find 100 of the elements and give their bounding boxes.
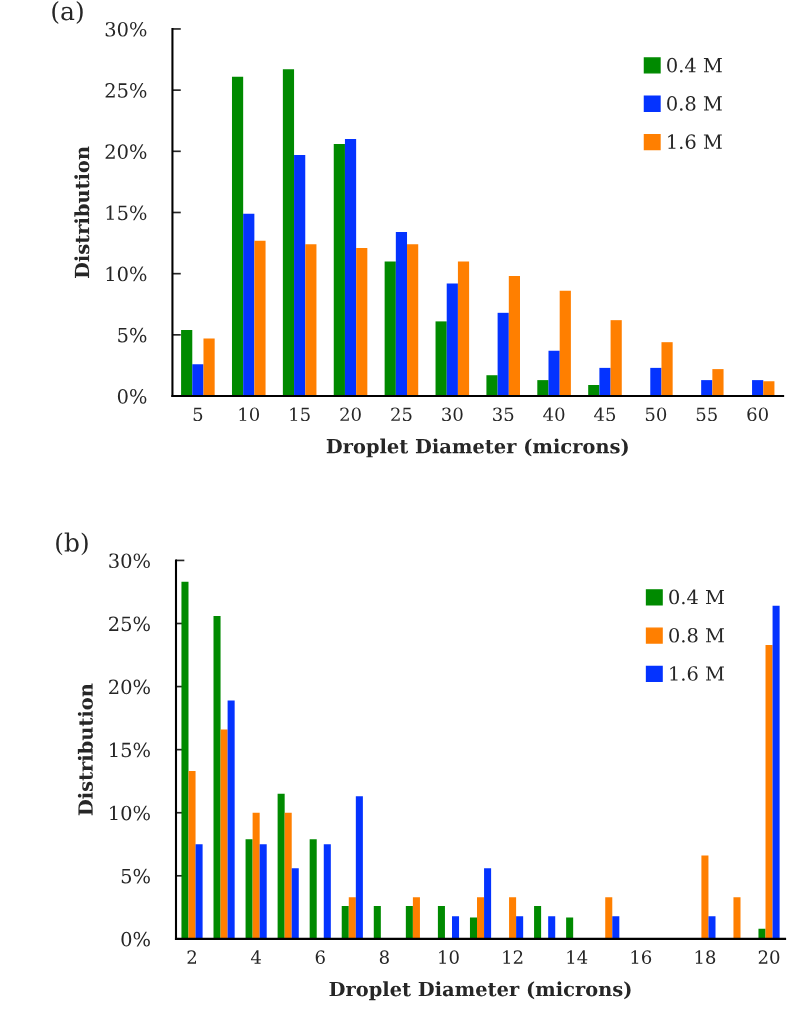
bar (733, 897, 741, 939)
y-tick-label: 25% (109, 616, 150, 632)
x-tick-label: 16 (631, 950, 652, 964)
bar (294, 154, 306, 397)
bar (457, 261, 470, 397)
x-tick-label: 40 (543, 407, 565, 422)
bar (356, 247, 368, 397)
bar (559, 290, 571, 397)
bar (333, 143, 345, 397)
y-tick-label: 30% (109, 553, 150, 569)
bar (181, 581, 189, 939)
bar (344, 139, 357, 397)
y-tick-label: 15% (110, 742, 150, 758)
x-tick-label: 20 (758, 950, 780, 964)
bar (254, 240, 266, 397)
x-tick-label: 12 (503, 950, 523, 964)
x-tick-label: 2 (187, 950, 196, 964)
bar (227, 700, 235, 939)
bar (282, 69, 295, 397)
bar (203, 338, 215, 397)
bar (452, 916, 460, 939)
x-tick-label: 4 (250, 950, 261, 964)
bar (407, 244, 419, 397)
bar (758, 928, 766, 939)
bar (605, 897, 613, 939)
bar (309, 839, 317, 939)
y-tick-label: 10% (106, 266, 147, 282)
y-tick-label: 20% (105, 144, 147, 159)
bar (701, 855, 709, 939)
bar (341, 906, 349, 939)
legend-label: 0.8 M (667, 96, 722, 111)
y-tick-label: 10% (110, 805, 150, 821)
y-tick-label: 25% (105, 83, 147, 98)
bar (708, 916, 716, 939)
bar (245, 839, 253, 939)
x-tick-label: 35 (493, 407, 514, 422)
bar (548, 916, 556, 939)
bar (277, 793, 285, 939)
x-tick-label: 30 (442, 407, 463, 422)
bar (284, 812, 292, 939)
bar (259, 844, 267, 939)
bar (765, 644, 773, 939)
bar (497, 312, 509, 397)
bar (508, 276, 520, 397)
bar (486, 375, 498, 397)
x-axis-title: Droplet Diameter (microns) (326, 438, 628, 458)
bar (220, 729, 228, 939)
y-axis-title: Distribution (74, 146, 90, 279)
bar (192, 364, 204, 397)
bar (548, 350, 560, 397)
bar (437, 906, 445, 939)
bar (181, 329, 193, 397)
bar (650, 367, 662, 397)
bar (566, 917, 574, 939)
legend-label: 0.4 M (667, 57, 722, 73)
legend-label: 1.6 M (670, 666, 724, 681)
y-tick-label: 0% (121, 931, 150, 947)
bar (534, 906, 542, 939)
bar (537, 380, 549, 397)
bar (516, 916, 524, 939)
bar (348, 897, 356, 939)
chart-title: (b) (56, 532, 88, 556)
bar (355, 796, 363, 939)
y-tick-label: 5% (121, 868, 150, 884)
bar (305, 244, 317, 397)
bar (712, 369, 724, 397)
legend-label: 1.6 M (668, 134, 722, 150)
x-tick-label: 14 (567, 950, 588, 964)
bar (772, 605, 780, 939)
bar (469, 917, 478, 939)
x-tick-label: 20 (340, 407, 361, 422)
bar (213, 615, 221, 939)
bar (195, 844, 203, 939)
x-tick-label: 50 (645, 407, 667, 422)
y-tick-label: 5% (118, 327, 147, 343)
bar (243, 213, 255, 397)
bar (395, 232, 408, 397)
bar (384, 261, 396, 397)
x-tick-label: 55 (696, 407, 717, 422)
x-tick-label: 45 (594, 407, 616, 422)
y-tick-label: 15% (106, 205, 147, 221)
x-tick-label: 15 (290, 407, 310, 422)
x-tick-label: 8 (379, 950, 389, 964)
bar (477, 897, 485, 939)
y-axis-title: Distribution (77, 683, 93, 816)
y-tick-label: 0% (117, 388, 147, 404)
legend-label: 0.8 M (669, 627, 724, 643)
bar (661, 342, 673, 397)
x-tick-label: 5 (193, 407, 203, 422)
bar (763, 381, 775, 397)
bar (612, 916, 620, 939)
bar (291, 868, 299, 939)
bar (610, 320, 622, 397)
x-tick-label: 10 (439, 950, 459, 964)
bar (373, 906, 381, 939)
bar (188, 771, 196, 939)
bar (701, 380, 713, 397)
x-tick-label: 10 (239, 407, 260, 422)
x-tick-label: 25 (391, 407, 412, 422)
bar (509, 897, 517, 939)
